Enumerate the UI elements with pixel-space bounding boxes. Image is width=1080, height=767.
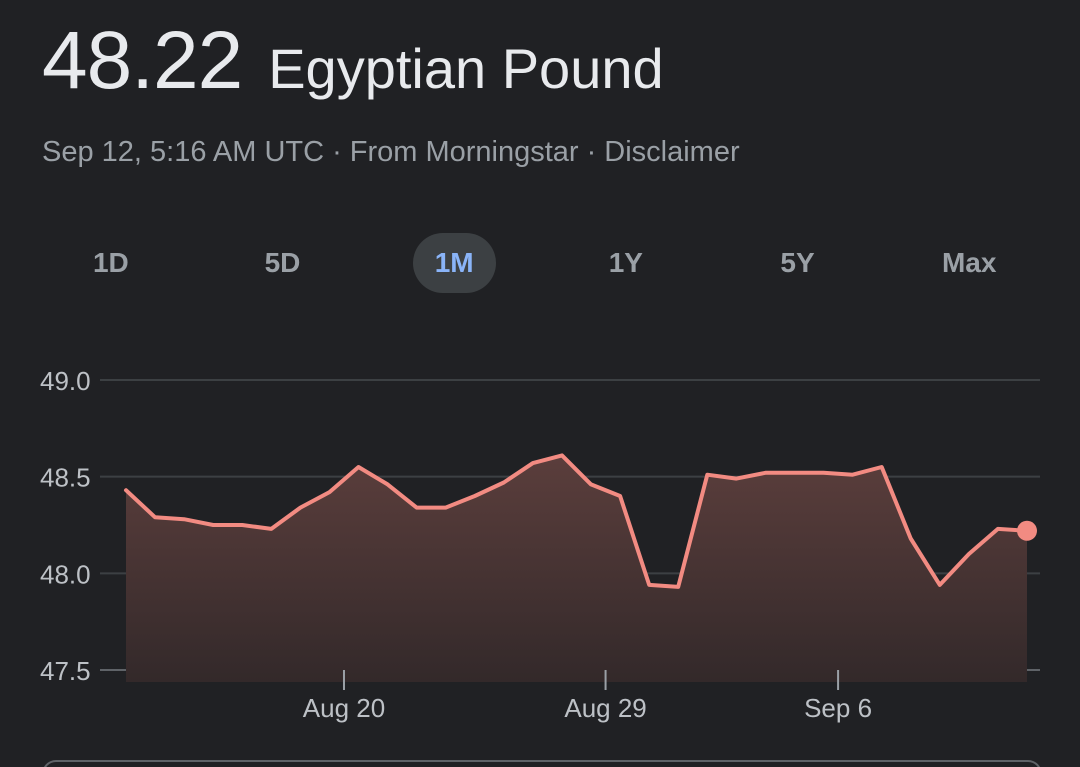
y-tick-label: 47.5 <box>40 656 91 686</box>
tab-1y[interactable]: 1Y <box>540 232 712 294</box>
card-edge <box>42 760 1042 767</box>
tab-1d[interactable]: 1D <box>25 232 197 294</box>
tab-max[interactable]: Max <box>883 232 1055 294</box>
tab-label: 1Y <box>608 247 643 278</box>
time-range-tabs: 1D 5D 1M 1Y 5Y Max <box>25 232 1055 294</box>
tab-5y[interactable]: 5Y <box>712 232 884 294</box>
tab-label: 5Y <box>780 247 815 278</box>
separator: · <box>586 136 597 168</box>
tab-5d[interactable]: 5D <box>197 232 369 294</box>
price-chart[interactable]: 49.0 48.5 48.0 47.5 Aug 20 Aug 29 Sep 6 <box>0 330 1080 740</box>
area-fill <box>126 455 1027 682</box>
tab-label: 5D <box>264 247 301 278</box>
current-point-marker <box>1017 520 1037 541</box>
price-header: 48.22 Egyptian Pound <box>42 14 664 108</box>
disclaimer-link[interactable]: Disclaimer <box>604 136 740 168</box>
currency-name: Egyptian Pound <box>268 37 664 100</box>
timestamp: Sep 12, 5:16 AM UTC <box>42 136 325 168</box>
separator: · <box>332 136 342 168</box>
y-tick-label: 49.0 <box>40 366 91 396</box>
series-line <box>124 453 1029 589</box>
tab-label: Max <box>941 247 997 278</box>
x-tick-label: Sep 6 <box>804 693 872 723</box>
y-tick-label: 48.0 <box>40 559 91 589</box>
tab-label: 1M <box>412 233 496 293</box>
tab-label: 1D <box>92 247 129 278</box>
y-tick-label: 48.5 <box>40 463 91 493</box>
tab-1m[interactable]: 1M <box>368 232 540 294</box>
x-tick-label: Aug 29 <box>564 693 646 723</box>
current-price: 48.22 <box>42 15 243 106</box>
data-source: From Morningstar <box>349 136 579 168</box>
x-tick-label: Aug 20 <box>303 693 385 723</box>
price-meta: Sep 12, 5:16 AM UTC · From Morningstar · Dis… <box>42 136 740 169</box>
